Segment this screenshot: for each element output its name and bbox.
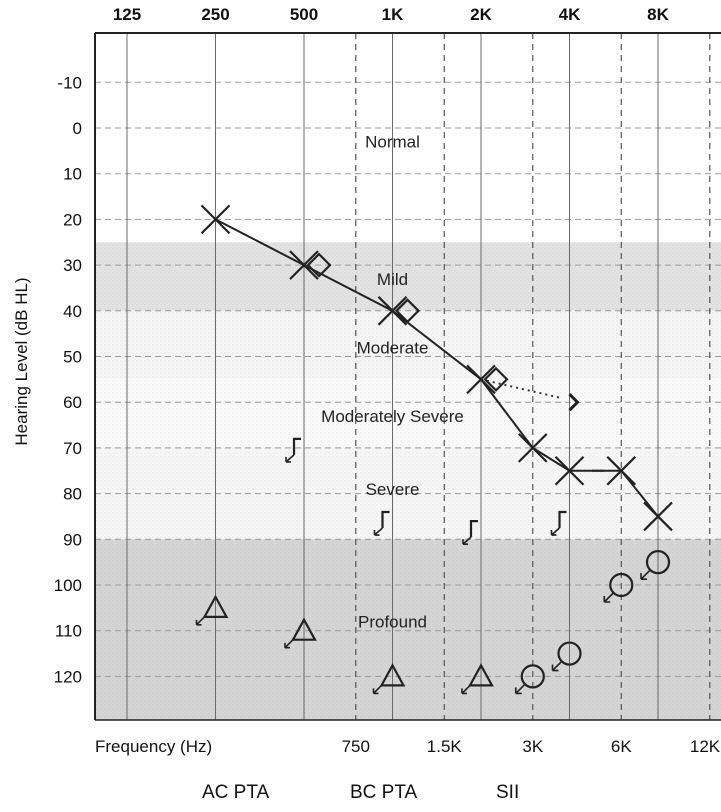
series-markers xyxy=(195,204,673,695)
ac-connecting-line xyxy=(215,218,659,518)
diamond-marker xyxy=(483,366,509,392)
bracket-marker xyxy=(381,510,390,529)
bracket-marker xyxy=(292,437,301,455)
triangle-marker xyxy=(291,617,317,641)
circle-marker xyxy=(557,641,582,666)
x-marker xyxy=(200,204,231,235)
band-label: Severe xyxy=(366,480,420,499)
severity-labels: Normal Mild Moderate Moderately Severe Sever… xyxy=(321,133,464,632)
bracket-arrow-marker xyxy=(373,527,384,536)
y-tick-label: 70 xyxy=(63,439,82,458)
bracket-marker xyxy=(558,510,567,529)
y-tick-label: 10 xyxy=(63,165,82,184)
band-label: Moderately Severe xyxy=(321,407,464,426)
y-tick-label: 60 xyxy=(63,393,82,412)
band-label: Profound xyxy=(358,613,427,632)
band-texture xyxy=(95,379,721,448)
x-marker xyxy=(289,250,319,280)
bottom-tick-label: 12K xyxy=(690,737,721,756)
bottom-tick-label: 6K xyxy=(611,737,632,756)
x-marker xyxy=(554,455,585,486)
x-marker xyxy=(466,364,496,395)
circle-marker xyxy=(520,664,545,689)
top-tick-label: 8K xyxy=(647,5,669,24)
triangle-arrow-marker xyxy=(195,616,206,626)
top-tick-label: 2K xyxy=(470,5,492,24)
y-tick-label: 40 xyxy=(63,302,82,321)
bracket-marker xyxy=(469,520,478,538)
y-tick-label: 30 xyxy=(63,256,82,275)
x-axis-title: Frequency (Hz) xyxy=(95,737,212,756)
circle-arrow-marker xyxy=(551,660,563,672)
right-bracket-marker xyxy=(568,393,580,412)
y-tick-label: 110 xyxy=(55,622,82,641)
ac-pta-label: AC PTA xyxy=(202,782,270,803)
series-lines xyxy=(215,218,659,518)
sii-label: SII xyxy=(496,782,520,803)
gridlines xyxy=(95,33,721,720)
circle-marker xyxy=(645,550,671,575)
texture-overlay xyxy=(95,242,721,720)
band-label: Moderate xyxy=(357,338,429,357)
band-texture xyxy=(95,539,721,720)
y-axis-title: Hearing Level (dB HL) xyxy=(12,277,31,445)
diamond-marker xyxy=(306,252,332,278)
band-label: Mild xyxy=(377,270,408,289)
y-tick-label: 120 xyxy=(54,667,82,686)
bracket-arrow-marker xyxy=(550,527,561,536)
x-marker xyxy=(606,455,637,486)
y-tick-label: 100 xyxy=(54,576,82,595)
x-marker xyxy=(643,501,673,532)
top-tick-label: 1K xyxy=(382,5,404,24)
circle-arrow-marker xyxy=(603,592,614,603)
triangle-arrow-marker xyxy=(372,684,383,695)
plot-frame xyxy=(94,32,721,721)
circle-marker xyxy=(609,572,634,598)
y-tick-label: 0 xyxy=(73,119,82,138)
triangle-marker xyxy=(202,594,229,618)
circle-arrow-marker xyxy=(640,569,651,580)
triangle-arrow-marker xyxy=(284,639,294,649)
diamond-marker xyxy=(394,298,421,324)
y-tick-label: -10 xyxy=(57,73,82,92)
circle-arrow-marker xyxy=(514,683,526,695)
triangle-marker xyxy=(468,663,494,687)
axis-labels: 125 250 500 1K 2K 4K 8K 750 1.5K 3K 6K 12K -10 0 10 20 3… xyxy=(12,5,721,756)
band-normal xyxy=(95,36,721,243)
bracket-arrow-marker xyxy=(285,454,295,463)
bc-pta-label: BC PTA xyxy=(350,782,418,803)
bottom-tick-label: 750 xyxy=(342,737,370,756)
triangle-marker xyxy=(379,663,406,687)
top-tick-label: 250 xyxy=(201,5,229,24)
dotted-segment xyxy=(480,378,560,399)
bottom-tick-label: 3K xyxy=(522,737,543,756)
top-tick-label: 125 xyxy=(113,5,141,24)
y-tick-label: 20 xyxy=(63,210,82,229)
top-tick-label: 4K xyxy=(559,5,581,24)
triangle-arrow-marker xyxy=(461,684,471,695)
x-marker xyxy=(517,433,548,463)
y-tick-label: 50 xyxy=(63,348,82,367)
bottom-tick-label: 1.5K xyxy=(427,737,463,756)
y-tick-label: 90 xyxy=(63,530,82,549)
y-tick-label: 80 xyxy=(63,485,82,504)
band-label: Normal xyxy=(365,133,420,152)
x-marker xyxy=(377,296,408,326)
bracket-arrow-marker xyxy=(462,536,472,545)
top-tick-label: 500 xyxy=(290,5,318,24)
